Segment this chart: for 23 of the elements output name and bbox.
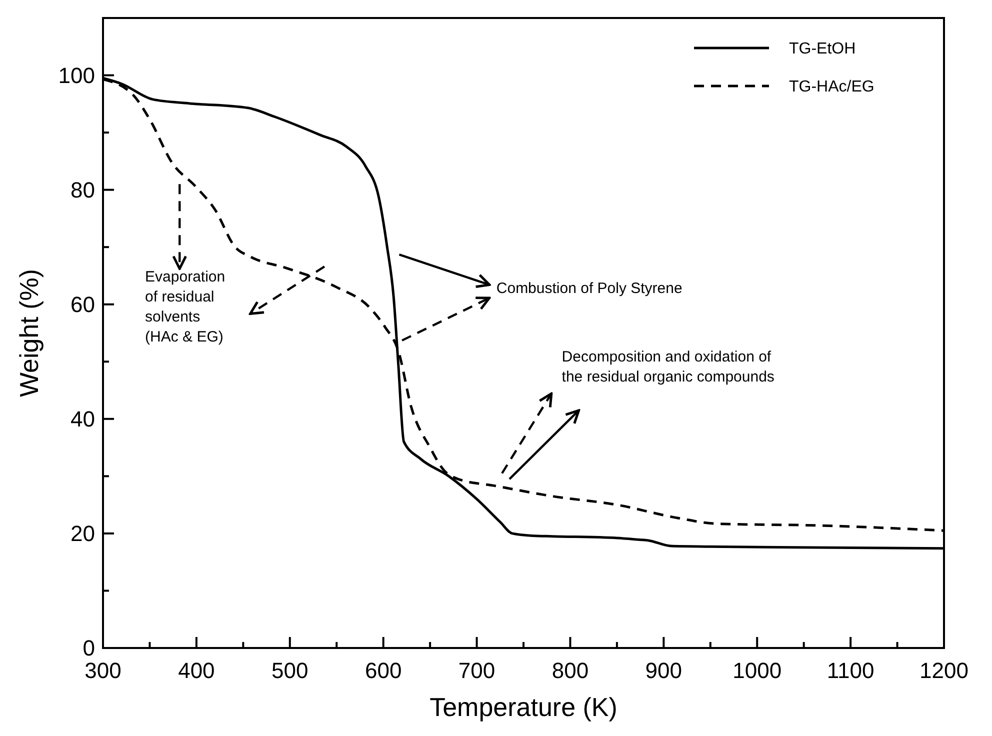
y-tick-label: 100 bbox=[58, 62, 95, 88]
x-tick-label: 1200 bbox=[920, 658, 968, 683]
x-tick-label: 900 bbox=[645, 658, 682, 683]
x-axis-title: Temperature (K) bbox=[430, 692, 618, 722]
y-tick-label: 0 bbox=[82, 636, 95, 661]
x-tick-label: 700 bbox=[458, 658, 496, 683]
y-tick-label: 80 bbox=[70, 178, 95, 203]
x-tick-label: 1100 bbox=[826, 658, 874, 683]
y-tick-label: 20 bbox=[70, 521, 95, 546]
y-tick-label: 40 bbox=[70, 406, 95, 432]
legend-label: TG-EtOH bbox=[789, 40, 856, 58]
legend-label: TG-HAc/EG bbox=[789, 78, 874, 96]
x-tick-label: 600 bbox=[364, 658, 402, 683]
annotation: Combustion of Poly Styrene bbox=[496, 280, 682, 297]
y-axis-title: Weight (%) bbox=[14, 268, 44, 398]
y-tick-label: 60 bbox=[70, 292, 95, 318]
annotation: Evaporation of residual solvents (HAc & EG) bbox=[145, 268, 226, 346]
x-tick-label: 1000 bbox=[732, 658, 782, 683]
x-tick-label: 800 bbox=[552, 658, 589, 683]
annotation: Decomposition and oxidation of the residual organic compounds bbox=[562, 348, 774, 386]
x-tick-label: 300 bbox=[84, 658, 122, 683]
x-tick-label: 500 bbox=[272, 658, 308, 683]
x-tick-label: 400 bbox=[178, 658, 215, 683]
